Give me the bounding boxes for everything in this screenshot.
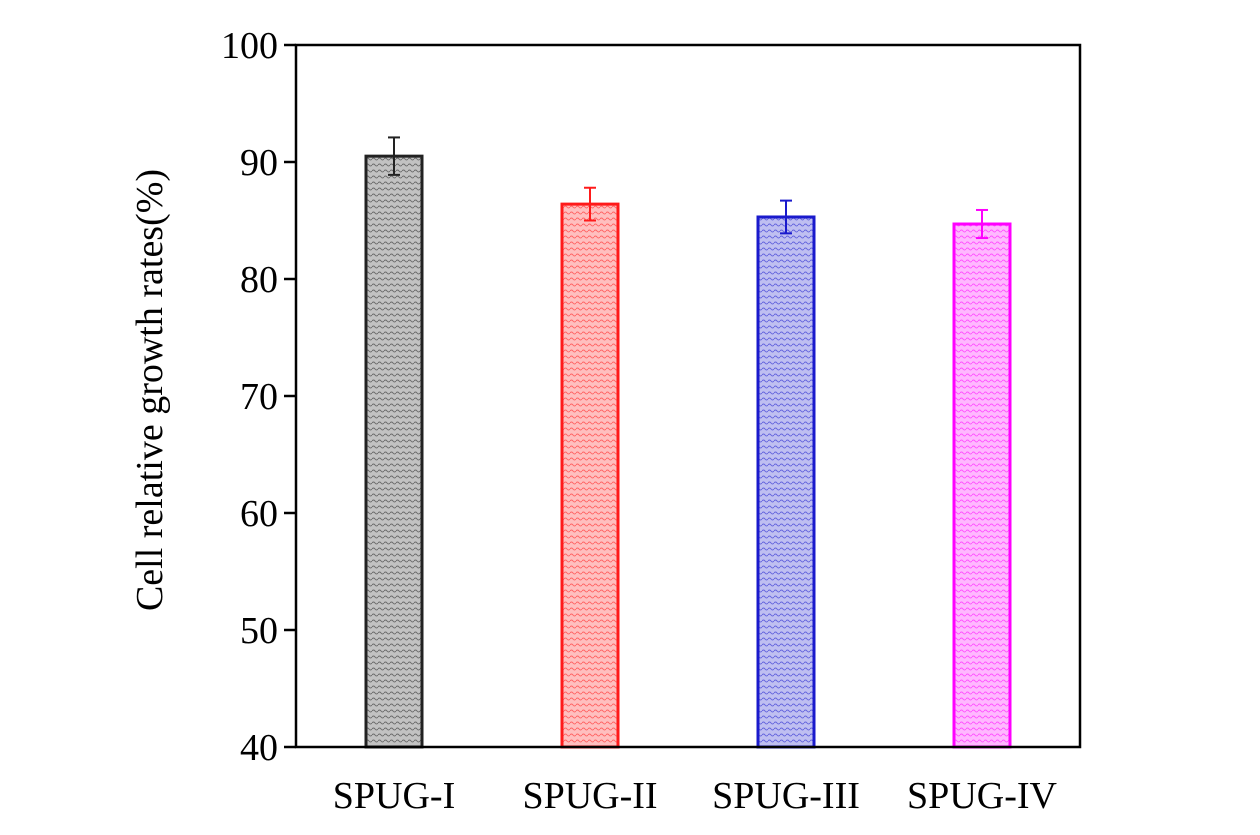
x-tick-label: SPUG-III [712, 775, 860, 817]
y-tick-label: 40 [240, 727, 278, 769]
y-tick-label: 60 [240, 493, 278, 535]
y-tick-label: 70 [240, 376, 278, 418]
y-axis-title: Cell relative growth rates(%) [129, 169, 171, 611]
error-bar-spug-ii [584, 186, 596, 222]
bar-spug-iii [756, 215, 816, 749]
bar-spug-iv [952, 222, 1012, 749]
y-tick-label: 100 [221, 25, 278, 67]
bar-spug-ii [560, 202, 620, 749]
x-tick-label: SPUG-II [522, 775, 657, 817]
y-tick-label: 80 [240, 259, 278, 301]
x-tick-label: SPUG-IV [907, 775, 1057, 817]
error-bar-spug-iv [976, 208, 988, 240]
x-tick-label: SPUG-I [333, 775, 455, 817]
x-axis: SPUG-I SPUG-II SPUG-III SPUG-IV [333, 775, 1058, 817]
bar-spug-i [364, 154, 424, 749]
y-tick-label: 50 [240, 610, 278, 652]
y-tick-label: 90 [240, 142, 278, 184]
y-axis: 40 50 60 70 80 90 100 [221, 25, 296, 769]
bars-layer [364, 154, 1012, 749]
error-bar-spug-iii [780, 199, 792, 235]
error-bars-layer [388, 136, 988, 240]
error-bar-spug-i [388, 136, 400, 176]
